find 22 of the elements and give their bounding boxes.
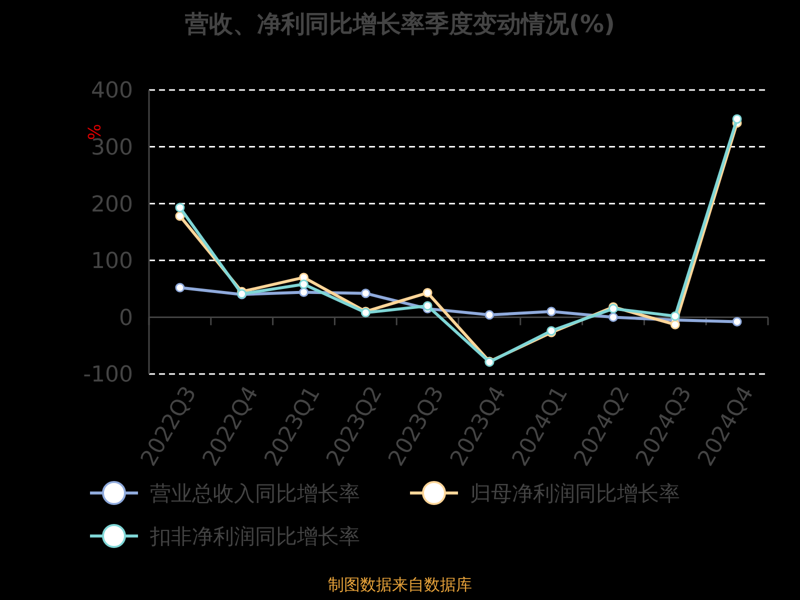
point bbox=[299, 280, 308, 290]
point bbox=[546, 306, 556, 316]
y-tick-label: 100 bbox=[91, 249, 133, 274]
point bbox=[360, 288, 370, 298]
y-tick-label: 0 bbox=[119, 306, 133, 331]
legend-label: 归母净利润同比增长率 bbox=[470, 481, 680, 506]
point bbox=[175, 202, 185, 212]
text: 制图数据来自数据库 bbox=[328, 575, 472, 594]
y-tick-label: 200 bbox=[91, 192, 133, 218]
legend-label: 扣非净利润同比增长率 bbox=[149, 524, 360, 548]
point bbox=[484, 310, 494, 320]
point bbox=[422, 288, 432, 298]
chart-title: 营收、净利同比增长率季度变动情况(%) bbox=[184, 10, 615, 38]
point bbox=[608, 312, 618, 322]
point bbox=[732, 114, 742, 124]
point bbox=[732, 316, 742, 326]
y-tick-label: 400 bbox=[91, 78, 133, 104]
y-tick-label: -100 bbox=[83, 362, 133, 388]
point bbox=[299, 287, 308, 297]
legend-label: 营业总收入同比增长率 bbox=[150, 481, 360, 506]
point bbox=[422, 301, 432, 311]
point bbox=[175, 282, 185, 292]
